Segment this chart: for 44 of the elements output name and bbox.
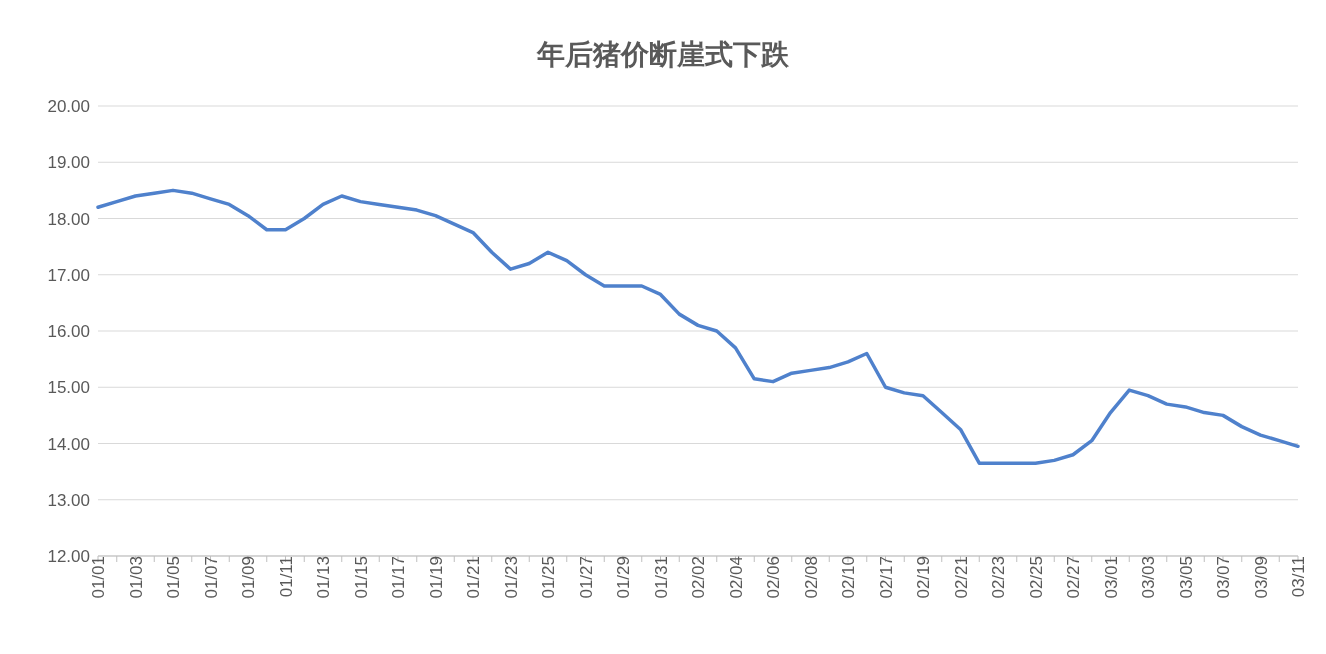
x-tick-label: 01/31 [651,556,671,599]
x-tick-label: 02/17 [876,556,896,599]
x-tick-label: 01/01 [89,556,109,599]
x-tick-label: 01/03 [126,556,146,599]
x-tick-label: 02/21 [951,556,971,599]
x-tick-label: 02/27 [1064,556,1084,599]
x-tick-label: 03/03 [1139,556,1159,599]
y-tick-label: 18.00 [47,209,90,229]
chart-title: 年后猪价断崖式下跌 [535,38,790,72]
x-tick-label: 02/23 [989,556,1009,599]
x-tick-label: 01/23 [501,556,521,599]
x-tick-label: 03/09 [1251,556,1271,599]
x-tick-label: 02/25 [1026,556,1046,599]
x-tick-label: 01/17 [389,556,409,599]
x-tick-label: 01/13 [314,556,334,599]
x-tick-label: 03/01 [1101,556,1121,599]
x-tick-label: 01/09 [239,556,259,599]
x-tick-label: 01/29 [614,556,634,599]
x-tick-label: 01/19 [426,556,446,599]
x-tick-label: 02/10 [839,556,859,599]
x-tick-label: 02/06 [764,556,784,599]
y-tick-label: 16.00 [47,322,90,342]
line-series [96,188,1300,465]
x-tick-label: 03/05 [1176,556,1196,599]
x-tick-label: 01/07 [201,556,221,599]
x-tick-label: 02/02 [689,556,709,599]
y-tick-label: 14.00 [47,434,90,454]
x-tick-label: 03/11 [1289,556,1309,598]
x-tick-label: 02/19 [914,556,934,599]
x-tick-label: 01/15 [351,556,371,599]
y-tick-label: 17.00 [47,265,90,285]
x-tick-label: 01/25 [539,556,559,599]
x-tick-label: 01/21 [464,556,484,599]
y-tick-label: 12.00 [47,547,90,567]
x-tick-label: 02/08 [801,556,821,599]
x-tick-label: 01/11 [276,556,296,598]
y-tick-label: 19.00 [47,153,90,173]
y-tick-label: 15.00 [47,378,90,398]
x-tick-label: 02/04 [726,556,746,599]
x-tick-label: 03/07 [1214,556,1234,599]
y-tick-label: 20.00 [47,97,90,117]
x-tick-label: 01/05 [164,556,184,599]
y-tick-label: 13.00 [47,490,90,510]
x-tick-label: 01/27 [576,556,596,599]
